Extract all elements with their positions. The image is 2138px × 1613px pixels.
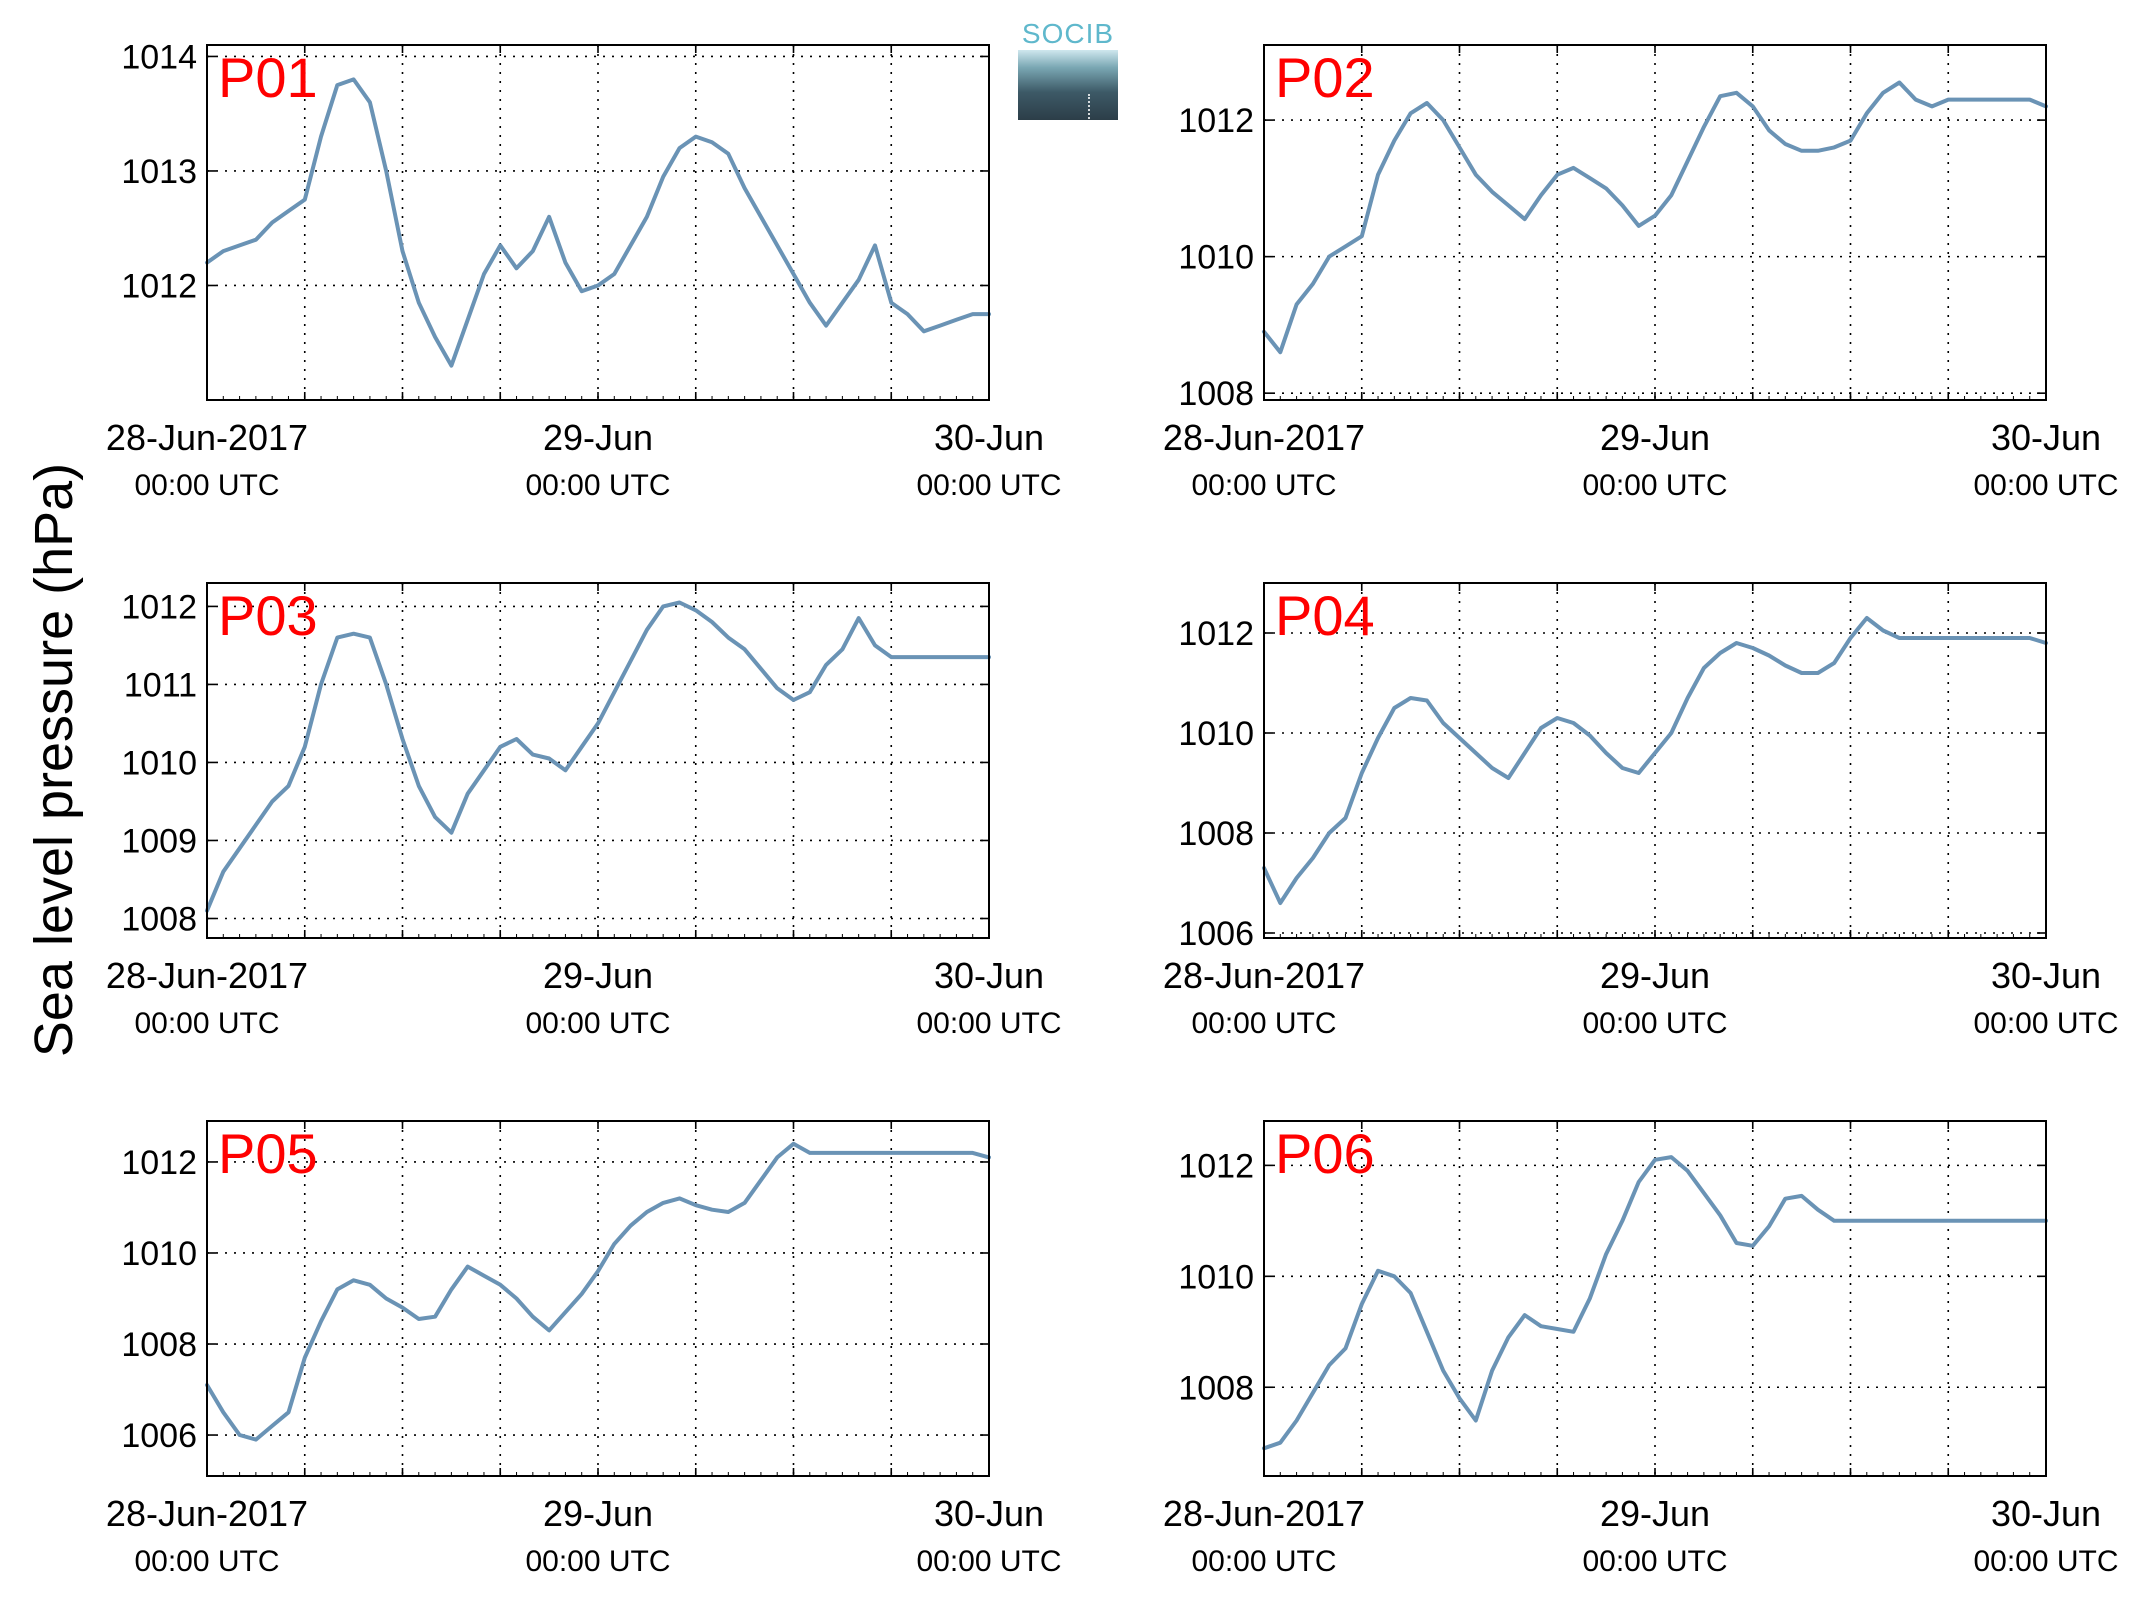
- x-tick-label: 29-Jun: [1600, 1493, 1710, 1534]
- y-tick-label: 1012: [121, 267, 197, 305]
- x-tick-sublabel: 00:00 UTC: [916, 1545, 1061, 1578]
- x-tick-sublabel: 00:00 UTC: [134, 1007, 279, 1040]
- y-tick-label: 1006: [121, 1417, 197, 1455]
- series-line: [205, 77, 991, 368]
- series-line: [1262, 80, 2048, 355]
- panel-title: P06: [1275, 1122, 1375, 1185]
- y-tick-label: 1008: [121, 900, 197, 938]
- y-tick-label: 1009: [121, 822, 197, 860]
- x-tick-sublabel: 00:00 UTC: [1973, 1007, 2118, 1040]
- y-tick-label: 1010: [1178, 715, 1254, 753]
- x-tick-sublabel: 00:00 UTC: [1973, 1545, 2118, 1578]
- y-tick-label: 1010: [121, 1235, 197, 1273]
- y-tick-label: 1010: [1178, 1258, 1254, 1296]
- chart-panel-6: 1008 1010 1012 28-Jun-2017 00:00 UTC 29-Jun 00…: [1163, 1120, 2119, 1578]
- x-tick-label: 29-Jun: [543, 955, 653, 996]
- x-tick-label: 28-Jun-2017: [106, 955, 308, 996]
- x-tick-label: 30-Jun: [1991, 1493, 2101, 1534]
- plot-area: [207, 1121, 989, 1476]
- axes-frame: [1263, 1120, 2047, 1477]
- panel-title: P05: [218, 1122, 318, 1185]
- chart-panel-2: 1008 1010 1012 28-Jun-2017 00:00 UTC 29-Jun 00…: [1163, 44, 2119, 502]
- plot-area: [1264, 1121, 2046, 1476]
- x-tick-label: 30-Jun: [934, 417, 1044, 458]
- x-tick-sublabel: 00:00 UTC: [1191, 469, 1336, 502]
- x-tick-sublabel: 00:00 UTC: [134, 469, 279, 502]
- y-tick-label: 1008: [1178, 815, 1254, 853]
- x-tick-label: 30-Jun: [934, 955, 1044, 996]
- panel-title: P03: [218, 584, 318, 647]
- x-tick-sublabel: 00:00 UTC: [525, 1007, 670, 1040]
- plot-area: [1264, 583, 2046, 938]
- panel-title: P01: [218, 46, 318, 109]
- y-tick-label: 1011: [124, 666, 197, 704]
- socib-logo-text: SOCIB: [1021, 18, 1115, 49]
- axes-frame: [206, 582, 990, 939]
- x-tick-label: 28-Jun-2017: [106, 417, 308, 458]
- series-line: [1262, 616, 2048, 905]
- y-tick-label: 1008: [1178, 375, 1254, 413]
- y-axis-label: Sea level pressure (hPa): [24, 463, 84, 1057]
- x-tick-label: 30-Jun: [1991, 417, 2101, 458]
- y-tick-label: 1008: [1178, 1369, 1254, 1407]
- x-tick-sublabel: 00:00 UTC: [916, 469, 1061, 502]
- socib-logo-dots: [1088, 94, 1092, 134]
- x-tick-sublabel: 00:00 UTC: [1191, 1007, 1336, 1040]
- plot-area: [1264, 45, 2046, 400]
- chart-panel-5: 1006 1008 1010 1012 28-Jun-2017 00:00 UTC 29-J…: [106, 1120, 1062, 1578]
- y-tick-label: 1013: [121, 153, 197, 191]
- y-tick-label: 1008: [121, 1326, 197, 1364]
- y-tick-label: 1012: [1178, 102, 1254, 140]
- x-tick-label: 30-Jun: [1991, 955, 2101, 996]
- y-tick-label: 1012: [121, 1144, 197, 1182]
- series-line: [205, 1141, 991, 1442]
- x-tick-label: 28-Jun-2017: [1163, 955, 1365, 996]
- y-tick-label: 1012: [121, 588, 197, 626]
- y-tick-label: 1006: [1178, 915, 1254, 953]
- series-line: [1262, 1155, 2048, 1451]
- x-tick-sublabel: 00:00 UTC: [1191, 1545, 1336, 1578]
- y-tick-label: 1014: [121, 38, 197, 76]
- chart-panel-1: 1012 1013 1014 28-Jun-2017 00:00 UTC 29-Jun 00…: [106, 38, 1062, 502]
- x-tick-sublabel: 00:00 UTC: [1582, 1007, 1727, 1040]
- y-tick-label: 1010: [1178, 239, 1254, 277]
- plot-area: [207, 45, 989, 400]
- socib-logo-mark: [1018, 50, 1118, 134]
- x-tick-label: 29-Jun: [543, 1493, 653, 1534]
- x-tick-sublabel: 00:00 UTC: [1582, 1545, 1727, 1578]
- x-tick-label: 28-Jun-2017: [1163, 1493, 1365, 1534]
- socib-logo: SOCIB: [1018, 18, 1118, 134]
- chart-panel-4: 1006 1008 1010 1012 28-Jun-2017 00:00 UTC 29-J…: [1163, 582, 2119, 1040]
- axes-frame: [1263, 44, 2047, 401]
- x-tick-sublabel: 00:00 UTC: [134, 1545, 279, 1578]
- x-tick-sublabel: 00:00 UTC: [525, 1545, 670, 1578]
- x-tick-sublabel: 00:00 UTC: [1973, 469, 2118, 502]
- x-tick-label: 30-Jun: [934, 1493, 1044, 1534]
- x-tick-sublabel: 00:00 UTC: [525, 469, 670, 502]
- y-tick-label: 1012: [1178, 1147, 1254, 1185]
- y-tick-label: 1012: [1178, 615, 1254, 653]
- axes-frame: [1263, 582, 2047, 939]
- x-tick-label: 29-Jun: [1600, 417, 1710, 458]
- y-tick-label: 1010: [121, 744, 197, 782]
- panel-title: P02: [1275, 46, 1375, 109]
- panel-title: P04: [1275, 584, 1375, 647]
- axes-frame: [206, 44, 990, 401]
- x-tick-label: 29-Jun: [1600, 955, 1710, 996]
- x-tick-sublabel: 00:00 UTC: [916, 1007, 1061, 1040]
- x-tick-sublabel: 00:00 UTC: [1582, 469, 1727, 502]
- x-tick-label: 28-Jun-2017: [106, 1493, 308, 1534]
- series-line: [205, 600, 991, 913]
- x-tick-label: 28-Jun-2017: [1163, 417, 1365, 458]
- x-tick-label: 29-Jun: [543, 417, 653, 458]
- chart-panel-3: 1008 1009 1010 1011 1012 28-Jun-2017 00:00 UTC…: [106, 582, 1062, 1040]
- axes-frame: [206, 1120, 990, 1477]
